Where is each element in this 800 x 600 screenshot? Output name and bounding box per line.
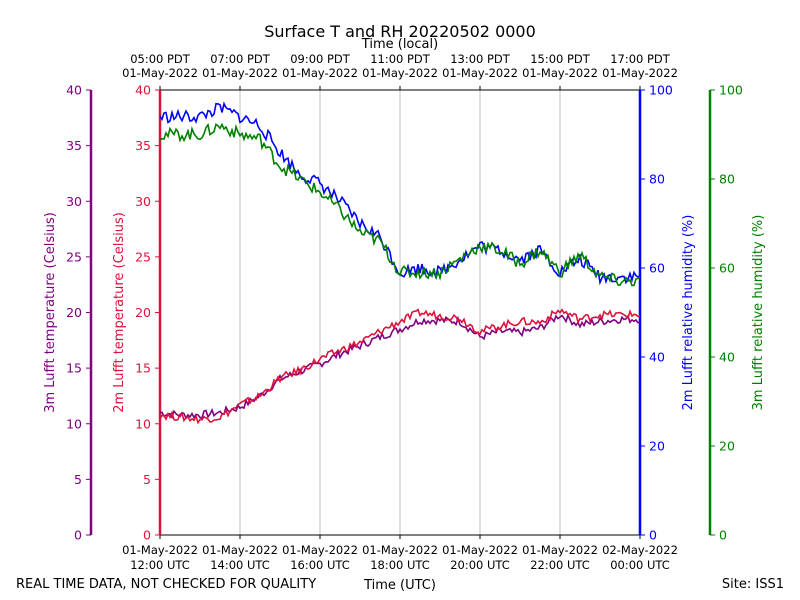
- top-tick-label-date: 01-May-2022: [282, 66, 358, 80]
- top-tick-label-date: 01-May-2022: [202, 66, 278, 80]
- rh2m-axis-label: 2m Lufft relative humidity (%): [681, 215, 696, 411]
- t3m-tick-label: 40: [66, 83, 82, 98]
- rh3m-tick-label: 100: [719, 83, 743, 98]
- t3m-tick-label: 10: [66, 416, 82, 431]
- rh2m-tick-label: 0: [649, 528, 657, 543]
- rh3m-axis-label: 3m Lufft relative humidity (%): [751, 215, 766, 411]
- top-tick-label-date: 01-May-2022: [602, 66, 678, 80]
- top-tick-label-time: 17:00 PDT: [610, 52, 671, 66]
- top-tick-label-date: 01-May-2022: [362, 66, 438, 80]
- series-line-t2m: [159, 308, 641, 425]
- x-tick-label-time: 20:00 UTC: [450, 558, 510, 572]
- top-tick-label-time: 07:00 PDT: [210, 52, 271, 66]
- t3m-tick-label: 5: [74, 472, 82, 487]
- site-label: Site: ISS1: [722, 577, 784, 592]
- top-tick-label-time: 13:00 PDT: [450, 52, 511, 66]
- x-tick-label-time: 18:00 UTC: [370, 558, 430, 572]
- t3m-tick-label: 35: [66, 138, 82, 153]
- t3m-tick-label: 25: [66, 249, 82, 264]
- t2m-tick-label: 20: [135, 305, 151, 320]
- top-tick-label-time: 11:00 PDT: [370, 52, 431, 66]
- top-axis-label: Time (local): [361, 37, 438, 52]
- rh2m-tick-label: 60: [649, 261, 665, 276]
- series-line-rh3m: [159, 122, 641, 287]
- t2m-tick-label: 10: [135, 416, 151, 431]
- x-tick-label-date: 01-May-2022: [282, 543, 358, 557]
- t3m-tick-label: 30: [66, 194, 82, 209]
- top-tick-label-date: 01-May-2022: [522, 66, 598, 80]
- chart-title: Surface T and RH 20220502 0000: [264, 22, 536, 41]
- x-tick-label-date: 02-May-2022: [602, 543, 678, 557]
- top-tick-label-time: 15:00 PDT: [530, 52, 591, 66]
- t2m-tick-label: 35: [135, 138, 151, 153]
- rh2m-tick-label: 40: [649, 350, 665, 365]
- rh3m-tick-label: 0: [719, 528, 727, 543]
- rh3m-tick-label: 20: [719, 439, 735, 454]
- x-tick-label-date: 01-May-2022: [202, 543, 278, 557]
- t2m-tick-label: 0: [143, 528, 151, 543]
- x-tick-label-time: 16:00 UTC: [290, 558, 350, 572]
- t2m-tick-label: 25: [135, 249, 151, 264]
- top-tick-label-time: 09:00 PDT: [290, 52, 351, 66]
- t2m-tick-label: 30: [135, 194, 151, 209]
- x-tick-label-date: 01-May-2022: [522, 543, 598, 557]
- rh3m-tick-label: 60: [719, 261, 735, 276]
- x-tick-label-time: 22:00 UTC: [530, 558, 590, 572]
- quality-disclaimer: REAL TIME DATA, NOT CHECKED FOR QUALITY: [16, 577, 316, 592]
- rh2m-tick-label: 20: [649, 439, 665, 454]
- t3m-tick-label: 20: [66, 305, 82, 320]
- rh2m-tick-label: 80: [649, 172, 665, 187]
- bottom-axis-label: Time (UTC): [363, 578, 436, 593]
- t2m-tick-label: 40: [135, 83, 151, 98]
- t3m-tick-label: 15: [66, 361, 82, 376]
- top-tick-label-date: 01-May-2022: [122, 66, 198, 80]
- x-tick-label-time: 14:00 UTC: [210, 558, 270, 572]
- x-tick-label-time: 00:00 UTC: [610, 558, 670, 572]
- x-tick-label-date: 01-May-2022: [362, 543, 438, 557]
- x-tick-label-time: 12:00 UTC: [130, 558, 190, 572]
- rh3m-tick-label: 80: [719, 172, 735, 187]
- t2m-tick-label: 15: [135, 361, 151, 376]
- t2m-tick-label: 5: [143, 472, 151, 487]
- x-tick-label-date: 01-May-2022: [122, 543, 198, 557]
- rh3m-tick-label: 40: [719, 350, 735, 365]
- x-tick-label-date: 01-May-2022: [442, 543, 518, 557]
- series-line-t3m: [159, 312, 641, 420]
- t3m-tick-label: 0: [74, 528, 82, 543]
- rh2m-tick-label: 100: [649, 83, 673, 98]
- top-tick-label-date: 01-May-2022: [442, 66, 518, 80]
- t3m-axis-label: 3m Lufft temperature (Celsius): [43, 212, 58, 413]
- top-tick-label-time: 05:00 PDT: [130, 52, 191, 66]
- t2m-axis-label: 2m Lufft temperature (Celsius): [112, 212, 127, 413]
